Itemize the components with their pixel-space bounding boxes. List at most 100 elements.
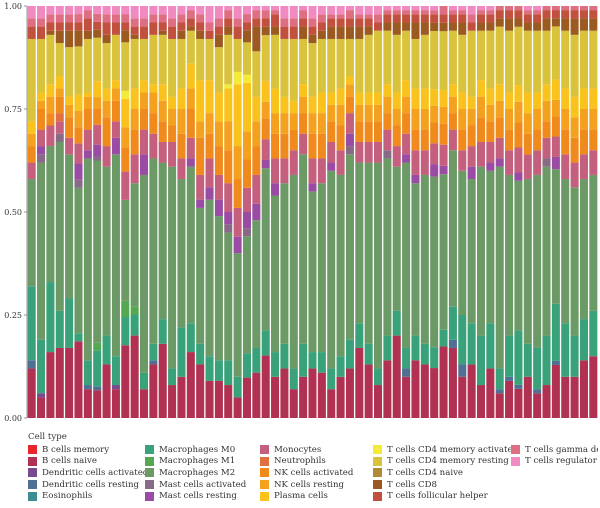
bar-segment — [430, 30, 439, 90]
bar-segment — [486, 162, 495, 171]
bar-segment — [495, 368, 504, 390]
bar-segment — [65, 154, 74, 299]
bar-segment — [374, 14, 383, 23]
bar-segment — [345, 154, 354, 340]
bar-segment — [55, 113, 64, 122]
bar-segment — [74, 163, 83, 180]
bar-segment — [242, 82, 251, 132]
bar-segment — [383, 129, 392, 151]
bar-segment — [345, 146, 354, 155]
bar-segment — [46, 30, 55, 35]
bar-segment — [514, 6, 523, 11]
bar-segment — [74, 179, 83, 188]
bar-segment — [177, 30, 186, 39]
bar-segment — [168, 96, 177, 109]
bar-segment — [27, 121, 36, 134]
bar-segment — [299, 154, 308, 344]
bar-segment — [392, 109, 401, 126]
bar-segment — [177, 88, 186, 109]
bar-segment — [196, 80, 205, 122]
bar-segment — [27, 18, 36, 27]
bar-segment — [327, 368, 336, 390]
bar-segment — [37, 397, 46, 418]
bar-segment — [430, 105, 439, 123]
legend-swatch — [28, 456, 37, 466]
bar-segment — [505, 174, 514, 336]
bar-segment — [280, 183, 289, 344]
bar-segment — [168, 18, 177, 27]
bar-segment — [158, 34, 167, 85]
bar-segment — [168, 6, 177, 19]
bar-segment — [551, 169, 560, 304]
bar-segment — [551, 360, 560, 365]
bar-segment — [420, 150, 429, 175]
bar-segment — [139, 80, 149, 93]
bar-segment — [271, 195, 280, 353]
legend-item: NK cells activated — [260, 467, 373, 479]
bar-segment — [448, 339, 457, 348]
bar-segment — [196, 30, 205, 39]
legend-item: Eosinophils — [28, 490, 145, 502]
bar-segment — [252, 26, 261, 52]
bar-segment — [486, 170, 495, 324]
bar-segment — [83, 158, 92, 361]
bar-segment — [121, 6, 130, 15]
bar-segment — [74, 30, 83, 47]
bar-segment — [364, 162, 373, 344]
bar-segment — [271, 352, 280, 377]
bar-segment — [327, 170, 336, 369]
bar-segment — [542, 6, 551, 11]
bar-segment — [345, 38, 354, 77]
bar-segment — [514, 122, 523, 148]
bar-segment — [205, 80, 214, 114]
bar-segment — [214, 146, 223, 175]
bar-sample-58 — [561, 6, 570, 418]
bar-segment — [37, 38, 46, 93]
bar-segment — [327, 92, 336, 105]
bar-segment — [439, 90, 448, 107]
bar-segment — [345, 10, 354, 19]
bar-segment — [542, 30, 551, 85]
bar-segment — [589, 150, 598, 175]
bar-segment — [495, 26, 504, 85]
bar-segment — [46, 22, 55, 31]
bar-segment — [261, 18, 270, 27]
bar-sample-23 — [233, 6, 242, 418]
bar-segment — [205, 133, 214, 159]
bar-segment — [186, 26, 195, 31]
bar-segment — [430, 122, 439, 144]
bar-segment — [55, 22, 64, 31]
bar-segment — [261, 168, 270, 331]
bar-segment — [551, 136, 560, 157]
bar-segment — [476, 335, 486, 386]
bar-segment — [205, 30, 214, 39]
bar-segment — [355, 347, 364, 418]
bar-segment — [65, 347, 74, 418]
bar-segment — [505, 376, 514, 381]
bar-segment — [271, 14, 280, 27]
legend-label: Neutrophils — [274, 456, 326, 467]
bar-segment — [336, 38, 345, 89]
bar-segment — [224, 224, 233, 233]
bar-segment — [570, 187, 579, 336]
bar-segment — [533, 22, 542, 31]
legend-label: Mast cells activated — [159, 479, 247, 490]
bar-segment — [402, 80, 411, 97]
bar-segment — [476, 14, 486, 23]
bar-segment — [46, 146, 55, 283]
bar-segment — [149, 364, 158, 418]
legend-swatch — [260, 456, 269, 466]
bar-segment — [224, 232, 233, 361]
bar-segment — [27, 38, 36, 122]
bar-segment — [402, 347, 411, 369]
bar-segment — [289, 129, 298, 151]
bar-segment — [345, 26, 354, 39]
legend-item: T cells CD8 — [373, 479, 511, 491]
bar-sample-41 — [402, 6, 411, 418]
bar-segment — [411, 360, 420, 418]
bar-segment — [130, 154, 139, 184]
bar-segment — [448, 30, 457, 85]
bar-segment — [448, 22, 457, 31]
bar-segment — [467, 22, 476, 31]
bar-segment — [308, 352, 317, 369]
